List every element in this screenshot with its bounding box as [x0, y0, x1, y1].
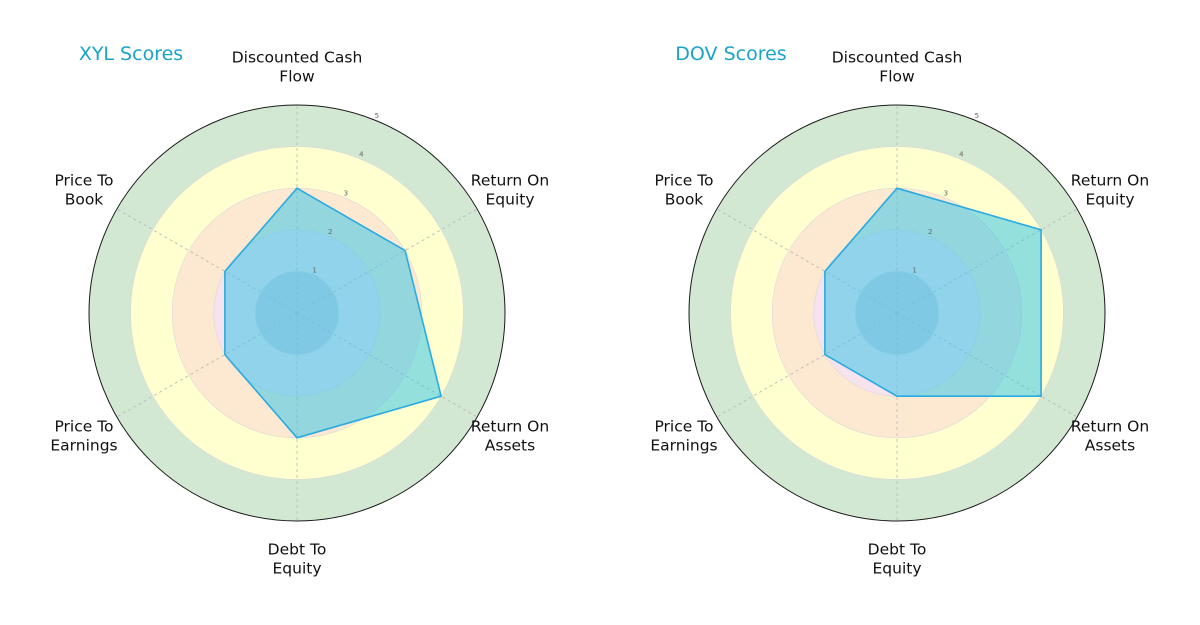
xyl-spoke	[116, 208, 298, 314]
dov-axis-label: Debt To Equity	[868, 541, 927, 578]
dov-chart-title: DOV Scores	[675, 43, 786, 65]
dov-score-area	[824, 187, 1042, 398]
xyl-radar-chart: 1 2 3 4 5 Discounted Cash Flow Return On Equity R…	[50, 43, 549, 578]
xyl-tick-label: 1	[312, 266, 316, 274]
dov-radar-chart: 1 2 3 4 5 Discounted Cash Flow Return On Equity R…	[650, 43, 1149, 578]
xyl-outer-frame	[88, 104, 506, 522]
xyl-axis-label: Price To Earnings	[50, 418, 117, 455]
dov-tick-label: 4	[959, 151, 964, 159]
dov-ring-4	[730, 146, 1064, 480]
dov-spoke	[716, 312, 898, 418]
xyl-tick-label: 4	[359, 151, 364, 159]
xyl-axis-label: Discounted Cash Flow	[232, 49, 363, 86]
dov-axis-label: Price To Book	[654, 172, 713, 209]
xyl-tick-label: 3	[344, 189, 348, 197]
dov-tick-label: 2	[928, 228, 932, 236]
dov-axis-label: Price To Earnings	[650, 418, 717, 455]
xyl-tick-label: 5	[375, 112, 379, 120]
dov-axis-label: Return On Equity	[1071, 172, 1149, 209]
xyl-spoke	[116, 312, 298, 418]
dov-tick-label: 3	[944, 189, 948, 197]
dov-tick-label: 5	[975, 112, 979, 120]
dov-axis-label: Return On Assets	[1071, 418, 1149, 455]
xyl-score-area	[224, 187, 442, 439]
dov-axis-label: Discounted Cash Flow	[832, 49, 963, 86]
dov-spoke	[716, 208, 898, 314]
xyl-ring-4	[130, 146, 464, 480]
xyl-axis-label: Return On Equity	[471, 172, 549, 209]
xyl-chart-title: XYL Scores	[79, 43, 183, 65]
xyl-tick-label: 2	[328, 228, 332, 236]
xyl-axis-label: Price To Book	[54, 172, 113, 209]
dov-outer-frame	[688, 104, 1106, 522]
xyl-axis-label: Return On Assets	[471, 418, 549, 455]
xyl-axis-label: Debt To Equity	[268, 541, 327, 578]
dov-tick-label: 1	[912, 266, 916, 274]
